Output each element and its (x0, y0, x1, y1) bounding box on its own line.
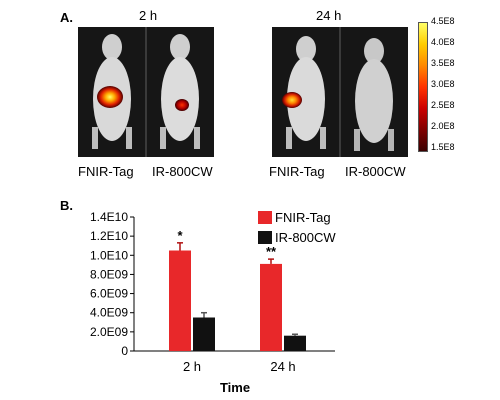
y-tick-label: 0 (121, 344, 128, 358)
fluorescence-signal (175, 99, 189, 111)
legend-label: IR-800CW (275, 230, 336, 245)
mouse-silhouette (354, 38, 394, 151)
y-tick-label: 8.0E09 (90, 267, 128, 281)
mouse-images-24h (272, 27, 408, 157)
fluorescence-signal (97, 86, 123, 108)
caption-fnir-tag-2h: FNIR-Tag (78, 164, 134, 179)
y-tick-label: 6.0E09 (90, 287, 128, 301)
scale-tick-label: 2.0E8 (431, 121, 455, 131)
mouse-images-2h (78, 27, 214, 157)
scale-tick-label: 3.5E8 (431, 58, 455, 68)
bar (260, 263, 282, 351)
panel-a-label: A. (60, 10, 73, 25)
legend-swatch (258, 211, 272, 224)
imaging-panel-24h (272, 27, 408, 157)
fluorescence-signal (282, 92, 302, 108)
caption-fnir-tag-24h: FNIR-Tag (269, 164, 325, 179)
x-tick-label: 2 h (183, 359, 201, 374)
caption-ir-800cw-24h: IR-800CW (345, 164, 406, 179)
scale-tick-label: 2.5E8 (431, 100, 455, 110)
color-scale-bar (418, 22, 428, 152)
y-tick-label: 1.0E10 (90, 248, 128, 262)
time-label-24h: 24 h (316, 8, 342, 23)
y-tick-label: 2.0E09 (90, 325, 128, 339)
legend-label: FNIR-Tag (275, 210, 331, 225)
x-tick-label: 24 h (270, 359, 295, 374)
scale-tick-label: 4.0E8 (431, 37, 455, 47)
color-scale-ticks: 4.5E8 4.0E8 3.5E8 3.0E8 2.5E8 2.0E8 1.5E… (431, 16, 476, 156)
bar (169, 250, 191, 351)
x-axis-label: Time (220, 380, 250, 395)
y-tick-label: 1.4E10 (90, 210, 128, 224)
y-tick-label: 1.2E10 (90, 229, 128, 243)
scale-tick-label: 3.0E8 (431, 79, 455, 89)
y-tick-label: 4.0E09 (90, 306, 128, 320)
scale-tick-label: 1.5E8 (431, 142, 455, 152)
bar (284, 335, 306, 351)
significance-marker: * (177, 228, 183, 243)
scale-tick-label: 4.5E8 (431, 16, 455, 26)
imaging-panel-2h (78, 27, 214, 157)
caption-ir-800cw-2h: IR-800CW (152, 164, 213, 179)
panel-b-label: B. (60, 198, 73, 213)
mouse-silhouette (286, 36, 326, 149)
bar (193, 317, 215, 351)
significance-marker: ** (266, 244, 277, 259)
legend-swatch (258, 231, 272, 244)
mouse-silhouette (160, 34, 200, 149)
time-label-2h: 2 h (139, 8, 158, 23)
